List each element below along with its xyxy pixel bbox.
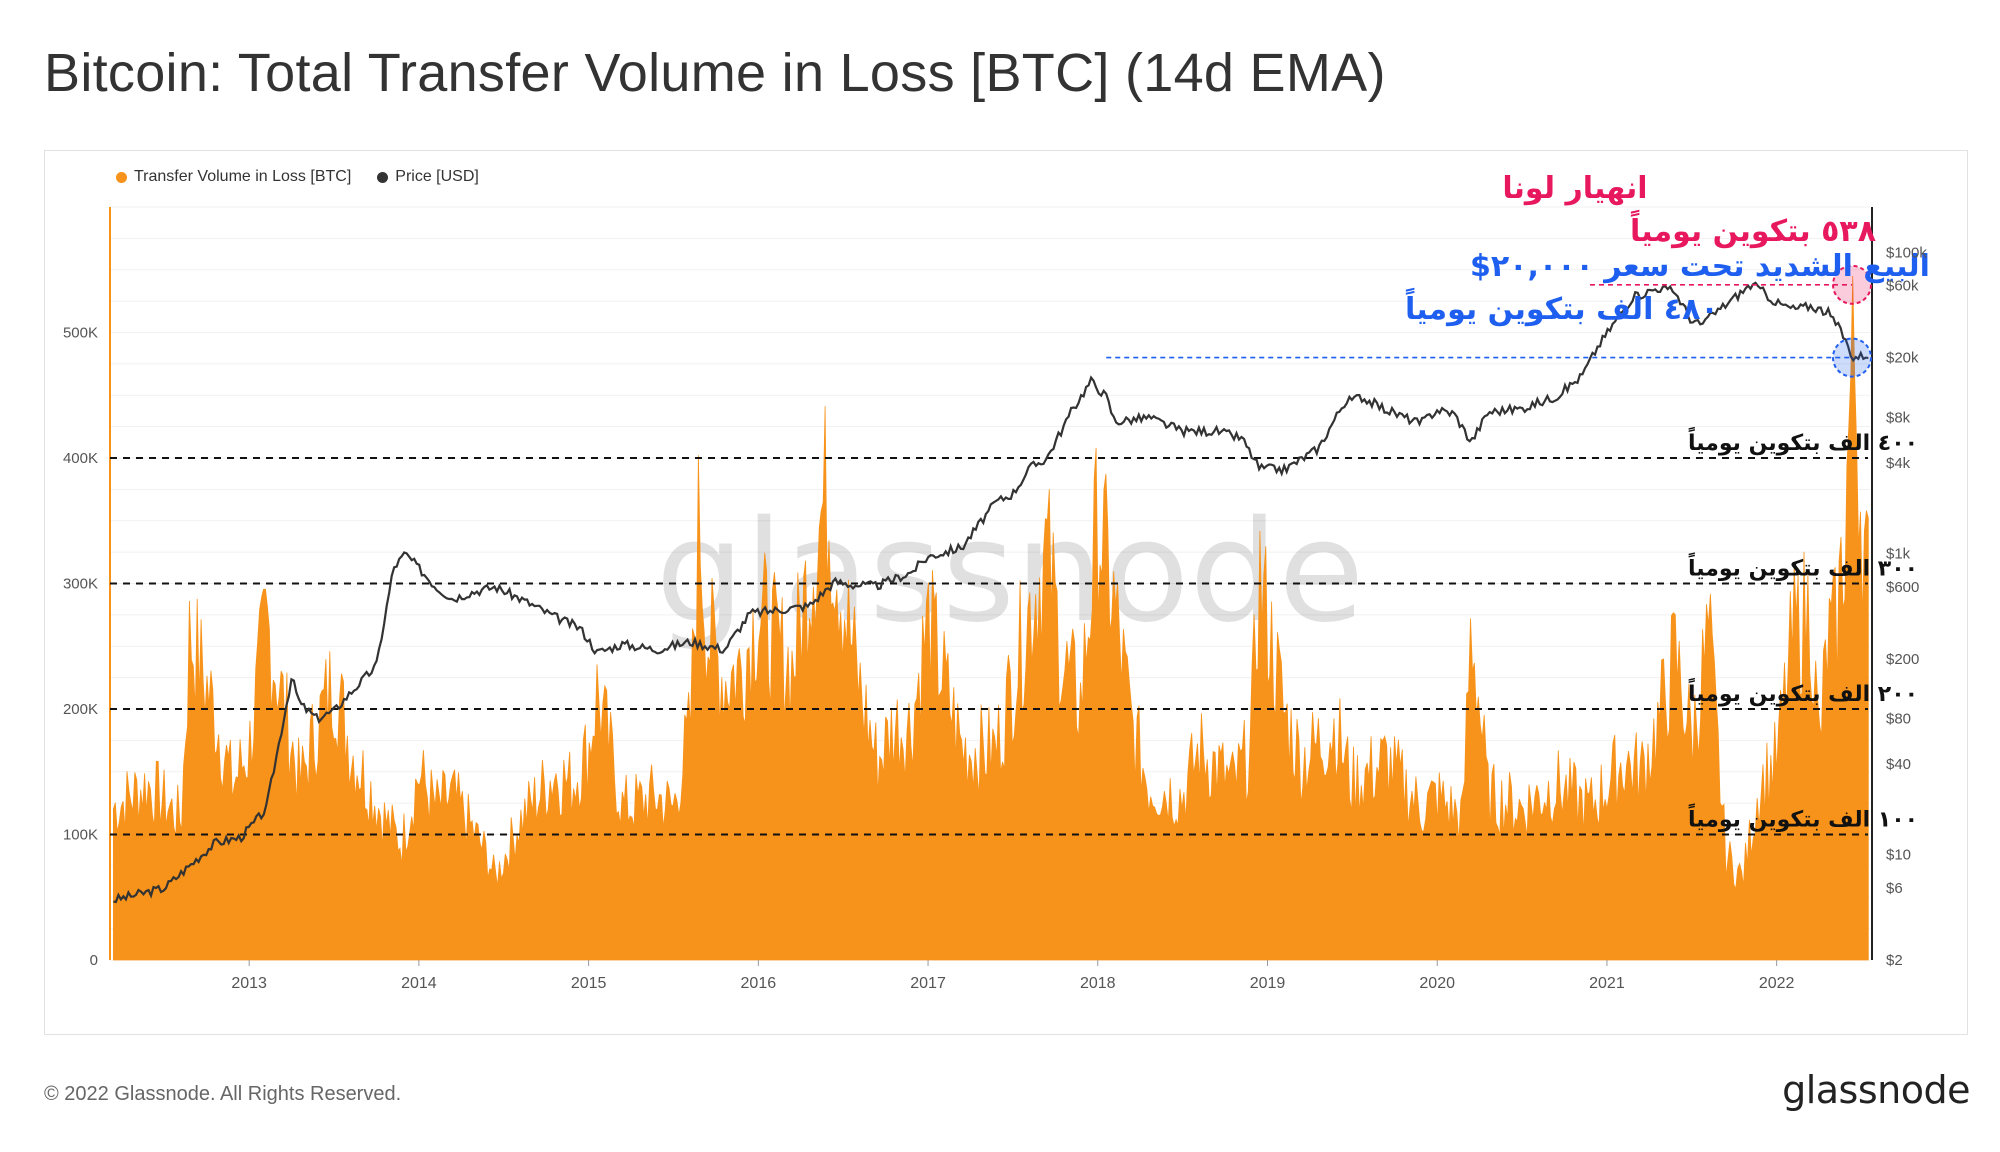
sell-annotation-title: البيع الشديد تحت سعر ٢٠,٠٠٠$	[1470, 249, 1930, 284]
left-axis-tick-label: 400K	[63, 450, 98, 467]
chart-frame	[44, 150, 1968, 1035]
glassnode-logo: glassnode	[1782, 1068, 1970, 1112]
right-axis-tick-label: $60k	[1886, 278, 1919, 295]
right-axis-tick-label: $600	[1886, 579, 1919, 596]
legend-item-volume[interactable]: Transfer Volume in Loss [BTC]	[116, 168, 351, 186]
right-axis-tick-label: $20k	[1886, 350, 1919, 367]
right-axis-tick-label: $40	[1886, 756, 1911, 773]
right-axis-tick-label: $6	[1886, 880, 1903, 897]
legend-label-price: Price [USD]	[395, 168, 479, 185]
luna-annotation-marker	[1832, 264, 1872, 305]
left-axis-tick-label: 500K	[63, 325, 98, 342]
volume-area-series	[112, 275, 1869, 961]
x-axis-tick-label: 2018	[1080, 975, 1116, 992]
x-axis-tick-label: 2013	[231, 975, 267, 992]
left-axis-tick-label: 200K	[63, 701, 98, 718]
legend-dot-orange-icon	[116, 171, 127, 183]
legend: Transfer Volume in Loss [BTC] Price [USD…	[116, 168, 479, 186]
reference-line-label: ٣٠٠ الف بتكوين يومياً	[1688, 552, 1918, 582]
price-line-series	[113, 281, 1869, 904]
sell-annotation-marker	[1832, 337, 1872, 378]
legend-label-volume: Transfer Volume in Loss [BTC]	[134, 168, 352, 185]
x-axis-tick-label: 2015	[571, 975, 607, 992]
x-axis-tick-label: 2017	[910, 975, 946, 992]
x-axis-tick-label: 2019	[1250, 975, 1286, 992]
right-axis-tick-label: $10	[1886, 847, 1911, 864]
luna-annotation-value: ٥٣٨ بتكوين يومياً	[1630, 209, 1876, 249]
reference-line-label: ٢٠٠ الف بتكوين يومياً	[1688, 677, 1918, 707]
legend-item-price[interactable]: Price [USD]	[377, 168, 479, 186]
left-axis-tick-label: 0	[90, 952, 98, 969]
reference-line-label: ٤٠٠ الف بتكوين يومياً	[1688, 426, 1918, 456]
left-axis-tick-label: 300K	[63, 576, 98, 593]
right-axis-tick-label: $4k	[1886, 455, 1911, 472]
reference-line-label: ١٠٠ الف بتكوين يومياً	[1688, 803, 1918, 833]
right-axis-tick-label: $1k	[1886, 546, 1911, 563]
x-axis-tick-label: 2020	[1419, 975, 1455, 992]
copyright-footer: © 2022 Glassnode. All Rights Reserved.	[44, 1083, 402, 1105]
sell-annotation-value: ٤٨٠ الف بتكوين يومياً	[1405, 287, 1719, 327]
right-axis-tick-label: $80	[1886, 711, 1911, 728]
x-axis-tick-label: 2021	[1589, 975, 1625, 992]
right-axis-tick-label: $200	[1886, 651, 1919, 668]
x-axis-tick-label: 2022	[1759, 975, 1795, 992]
right-axis-tick-label: $100k	[1886, 244, 1927, 261]
chart-title: Bitcoin: Total Transfer Volume in Loss […	[44, 43, 1386, 103]
right-axis-tick-label: $8k	[1886, 410, 1911, 427]
legend-dot-black-icon	[377, 171, 389, 183]
left-axis-tick-label: 100K	[63, 827, 98, 844]
x-axis-tick-label: 2014	[401, 975, 437, 992]
luna-annotation-title: انهيار لونا	[1502, 171, 1647, 206]
x-axis-tick-label: 2016	[741, 975, 777, 992]
right-axis-tick-label: $2	[1886, 952, 1903, 969]
